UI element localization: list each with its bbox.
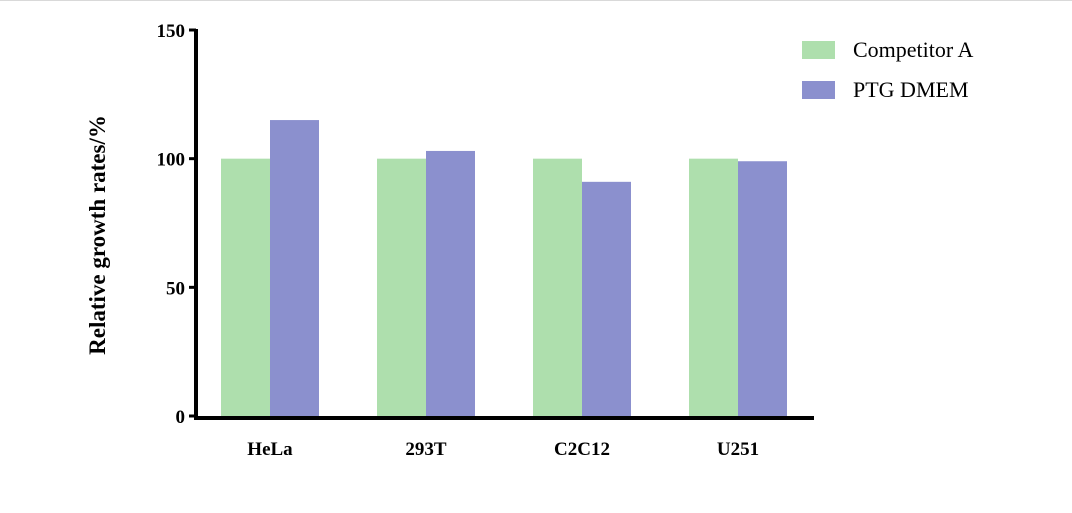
x-labels-group: HeLa 293T C2C12 U251: [247, 439, 759, 460]
x-tick-label: HeLa: [247, 439, 293, 460]
y-tick-label: 50: [166, 278, 185, 299]
bar-u251-competitor-a: [689, 158, 738, 416]
y-ticks-group: 0 50 100 150: [157, 21, 196, 428]
bar-c2c12-ptg-dmem: [582, 181, 631, 416]
bar-u251-ptg-dmem: [738, 161, 787, 416]
bars-group: [221, 120, 787, 417]
x-tick-label: U251: [717, 439, 759, 460]
bar-hela-competitor-a: [221, 158, 270, 416]
legend: Competitor A PTG DMEM: [802, 37, 974, 102]
bar-hela-ptg-dmem: [270, 120, 319, 417]
bar-293t-competitor-a: [377, 158, 426, 416]
x-tick-label: 293T: [405, 439, 447, 460]
legend-swatch: [802, 81, 835, 99]
legend-label: Competitor A: [853, 37, 974, 62]
y-tick-label: 150: [157, 21, 186, 42]
top-border-line: [0, 0, 1072, 1]
bar-293t-ptg-dmem: [426, 150, 475, 417]
y-tick-label: 100: [157, 150, 186, 171]
x-tick-label: C2C12: [554, 439, 610, 460]
y-tick-label: 0: [176, 407, 186, 428]
bar-c2c12-competitor-a: [533, 158, 582, 416]
y-axis-label: Relative growth rates/%: [85, 115, 110, 355]
legend-swatch: [802, 41, 835, 59]
axes-group: [194, 29, 814, 420]
legend-label: PTG DMEM: [853, 77, 969, 102]
